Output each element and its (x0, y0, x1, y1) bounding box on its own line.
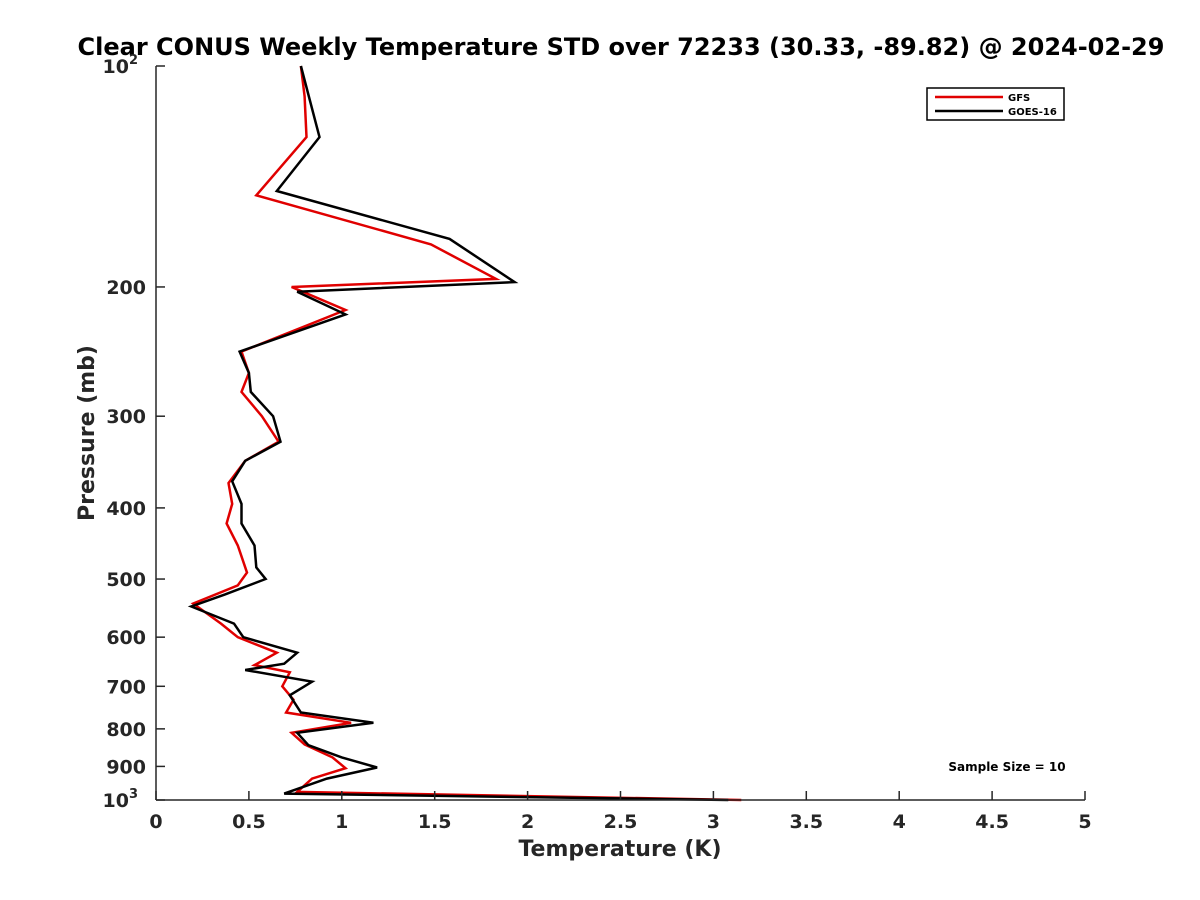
y-axis-ticks: 102 200 300 400 500 600 700 800 900 103 (103, 53, 165, 812)
plot-area: 0 0.5 1 1.5 2 2.5 3 3.5 4 4.5 5 102 200 300 400 500 600… (103, 53, 1092, 833)
x-tick-label: 4 (893, 811, 906, 833)
y-tick-label: 102 (103, 53, 139, 78)
x-tick-label: 4.5 (975, 811, 1009, 833)
y-tick-label: 800 (106, 719, 146, 741)
y-axis-label: Pressure (mb) (75, 345, 100, 521)
series-line-goes-16 (187, 65, 729, 802)
legend-label-gfs: GFS (1008, 93, 1030, 104)
y-tick-label: 700 (106, 676, 146, 698)
chart-title: Clear CONUS Weekly Temperature STD over … (78, 33, 1165, 61)
y-tick-label: 600 (106, 627, 146, 649)
y-tick-label: 200 (106, 277, 146, 299)
x-tick-label: 3 (707, 811, 720, 833)
sample-size-annotation: Sample Size = 10 (948, 760, 1065, 774)
x-tick-label: 5 (1078, 811, 1091, 833)
legend-label-goes16: GOES-16 (1008, 107, 1057, 118)
legend: GFS GOES-16 (926, 87, 1065, 121)
x-tick-label: 1 (335, 811, 348, 833)
series-layer (187, 65, 742, 802)
legend-box (926, 87, 1065, 121)
series-line-gfs (190, 65, 742, 802)
x-tick-label: 0.5 (232, 811, 266, 833)
x-tick-label: 2.5 (604, 811, 638, 833)
x-axis-ticks: 0 0.5 1 1.5 2 2.5 3 3.5 4 4.5 5 (149, 791, 1092, 833)
y-tick-label: 400 (106, 498, 146, 520)
x-tick-label: 2 (521, 811, 534, 833)
x-tick-label: 1.5 (418, 811, 452, 833)
y-tick-label: 500 (106, 569, 146, 591)
y-tick-label: 300 (106, 406, 146, 428)
y-tick-label: 900 (106, 756, 146, 778)
x-axis-label: Temperature (K) (518, 837, 721, 862)
y-tick-label: 103 (103, 787, 139, 812)
x-tick-label: 3.5 (789, 811, 823, 833)
x-tick-label: 0 (149, 811, 162, 833)
